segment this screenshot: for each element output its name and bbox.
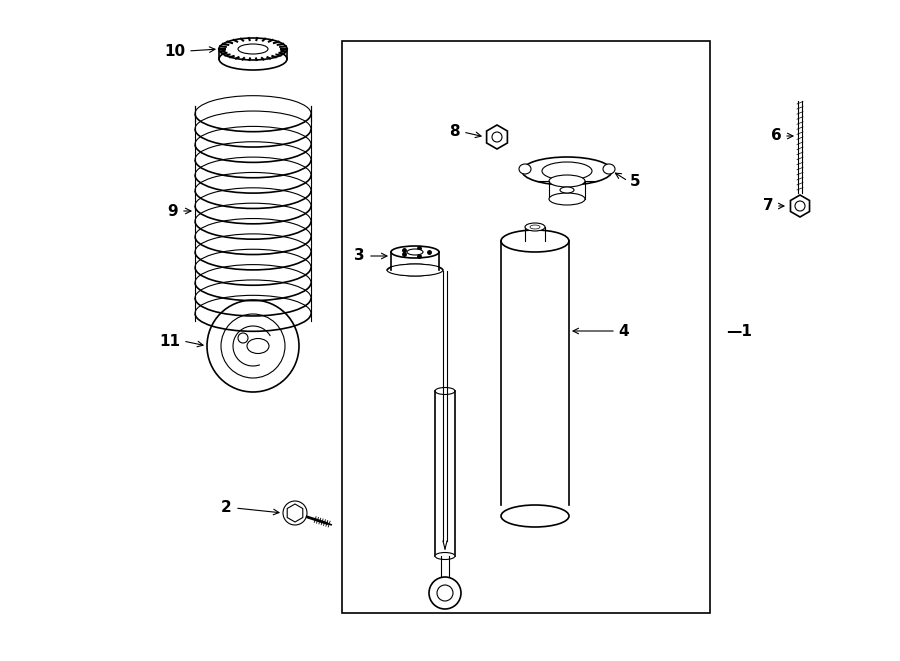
- Text: 5: 5: [630, 173, 641, 188]
- Circle shape: [437, 585, 453, 601]
- Text: 10: 10: [164, 44, 185, 59]
- Circle shape: [283, 501, 307, 525]
- Ellipse shape: [407, 249, 423, 255]
- Ellipse shape: [387, 264, 443, 276]
- Text: 9: 9: [167, 204, 178, 219]
- Polygon shape: [487, 125, 508, 149]
- Ellipse shape: [238, 44, 268, 54]
- Polygon shape: [790, 195, 809, 217]
- Ellipse shape: [530, 225, 540, 229]
- Ellipse shape: [391, 264, 439, 276]
- Ellipse shape: [603, 164, 615, 174]
- Bar: [342, 41, 710, 613]
- Ellipse shape: [501, 230, 569, 252]
- Circle shape: [492, 132, 502, 142]
- Text: 7: 7: [763, 198, 774, 214]
- Ellipse shape: [560, 187, 574, 193]
- Ellipse shape: [435, 387, 455, 395]
- Ellipse shape: [519, 164, 531, 174]
- Ellipse shape: [525, 223, 545, 231]
- Text: 8: 8: [449, 124, 460, 139]
- Text: 2: 2: [221, 500, 232, 516]
- Ellipse shape: [549, 193, 585, 205]
- Text: —1: —1: [726, 323, 752, 338]
- Ellipse shape: [219, 38, 287, 60]
- Text: 11: 11: [159, 334, 180, 348]
- Text: 4: 4: [618, 323, 628, 338]
- Circle shape: [221, 314, 285, 378]
- Ellipse shape: [435, 553, 455, 559]
- Circle shape: [795, 201, 805, 211]
- Text: 6: 6: [771, 128, 782, 143]
- Ellipse shape: [501, 505, 569, 527]
- Ellipse shape: [522, 157, 612, 185]
- Ellipse shape: [542, 162, 592, 180]
- Polygon shape: [287, 504, 302, 522]
- Circle shape: [238, 333, 248, 343]
- Ellipse shape: [247, 338, 269, 354]
- Circle shape: [429, 577, 461, 609]
- Ellipse shape: [549, 175, 585, 187]
- Text: 3: 3: [355, 249, 365, 264]
- Ellipse shape: [219, 48, 287, 70]
- Ellipse shape: [391, 246, 439, 258]
- Circle shape: [207, 300, 299, 392]
